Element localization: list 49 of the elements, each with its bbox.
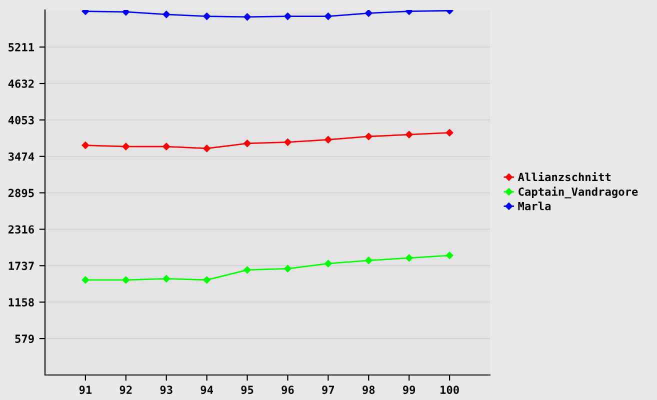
y-tick-label: 4053 bbox=[8, 116, 34, 124]
x-tick-label: 95 bbox=[241, 386, 254, 394]
point bbox=[122, 10, 130, 16]
y-tick-label: 4632 bbox=[8, 79, 34, 88]
x-tick-label: 92 bbox=[120, 386, 132, 394]
point bbox=[324, 260, 332, 268]
x-tick-label: 97 bbox=[322, 386, 334, 394]
x-tick-label: 94 bbox=[200, 386, 214, 394]
point bbox=[162, 275, 170, 282]
point bbox=[162, 10, 170, 18]
y-tick-label: 579 bbox=[15, 334, 34, 343]
y-tick-label: 2316 bbox=[8, 225, 34, 234]
point bbox=[284, 12, 292, 20]
point bbox=[364, 256, 372, 264]
y-tick-label: 3474 bbox=[8, 152, 34, 161]
point bbox=[122, 142, 130, 150]
point bbox=[324, 12, 332, 20]
point bbox=[162, 142, 170, 150]
x-tick-label: 93 bbox=[160, 386, 172, 394]
point bbox=[244, 13, 251, 21]
legend-label: Marla bbox=[518, 202, 551, 210]
point bbox=[122, 276, 130, 284]
point bbox=[446, 129, 454, 136]
legend-label: Captain_Vandragore bbox=[518, 186, 638, 198]
point bbox=[364, 132, 372, 140]
x-tick-label: 99 bbox=[403, 386, 416, 394]
point bbox=[82, 276, 90, 284]
point bbox=[284, 265, 292, 272]
point bbox=[446, 252, 454, 260]
point bbox=[203, 144, 210, 152]
y-tick-label: 1737 bbox=[8, 262, 34, 270]
point bbox=[284, 138, 292, 146]
point bbox=[203, 12, 210, 20]
point bbox=[244, 140, 251, 148]
x-tick-label: 96 bbox=[282, 386, 294, 394]
point bbox=[364, 10, 372, 17]
point bbox=[405, 254, 413, 262]
y-tick-label: 5211 bbox=[8, 43, 34, 52]
x-tick-label: 100 bbox=[440, 386, 459, 394]
legend-label: Allianzschnitt bbox=[518, 172, 611, 182]
y-tick-label: 2895 bbox=[8, 188, 34, 198]
point bbox=[405, 130, 413, 138]
point bbox=[82, 142, 90, 149]
y-tick-label: 1158 bbox=[8, 298, 34, 307]
x-tick-label: 98 bbox=[362, 386, 375, 394]
point bbox=[244, 266, 251, 274]
point bbox=[203, 276, 210, 284]
point bbox=[324, 136, 332, 144]
x-tick-label: 91 bbox=[79, 386, 92, 394]
